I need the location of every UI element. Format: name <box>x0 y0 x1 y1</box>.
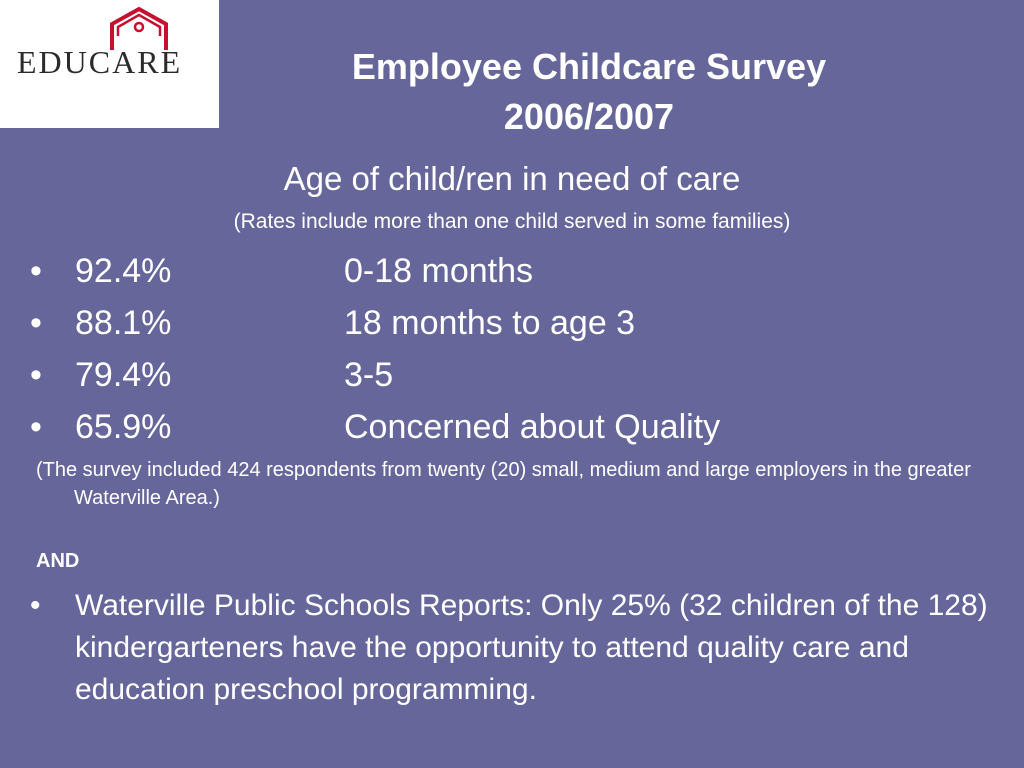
stat-item: • 88.1% 18 months to age 3 <box>30 302 990 354</box>
stat-percent: 88.1% <box>75 304 172 342</box>
logo-text: EDUCARE <box>17 44 183 80</box>
title-line-2: 2006/2007 <box>503 96 675 137</box>
bullet-icon: • <box>30 589 41 622</box>
house-logo-icon <box>110 6 168 50</box>
section-subtitle: Age of child/ren in need of care <box>283 160 741 197</box>
stat-item: • 65.9% Concerned about Quality <box>30 406 990 458</box>
stat-percent: 79.4% <box>75 356 172 394</box>
bullet-icon: • <box>30 304 42 342</box>
page-title: Employee Childcare Survey 2006/2007 <box>219 42 959 142</box>
bullet-icon: • <box>30 356 42 394</box>
stat-percent: 65.9% <box>75 408 172 446</box>
stat-label: 0-18 months <box>344 252 533 290</box>
stat-label: 3-5 <box>344 356 394 394</box>
educare-logo: EDUCARE <box>0 0 219 128</box>
stat-label: 18 months to age 3 <box>344 304 636 342</box>
and-label: AND <box>36 550 80 572</box>
bullet-icon: • <box>30 408 42 446</box>
stats-list: • 92.4% 0-18 months • 88.1% 18 months to… <box>30 250 990 458</box>
stat-item: • 92.4% 0-18 months <box>30 250 990 302</box>
stat-percent: 92.4% <box>75 252 172 290</box>
rates-note: (Rates include more than one child serve… <box>233 210 791 233</box>
stat-label: Concerned about Quality <box>344 408 721 446</box>
schools-report-text: Waterville Public Schools Reports: Only … <box>75 589 988 706</box>
schools-report-item: • Waterville Public Schools Reports: Onl… <box>30 585 990 711</box>
title-line-1: Employee Childcare Survey <box>351 46 827 87</box>
bullet-icon: • <box>30 252 42 290</box>
survey-note: (The survey included 424 respondents fro… <box>36 459 971 509</box>
stat-item: • 79.4% 3-5 <box>30 354 990 406</box>
